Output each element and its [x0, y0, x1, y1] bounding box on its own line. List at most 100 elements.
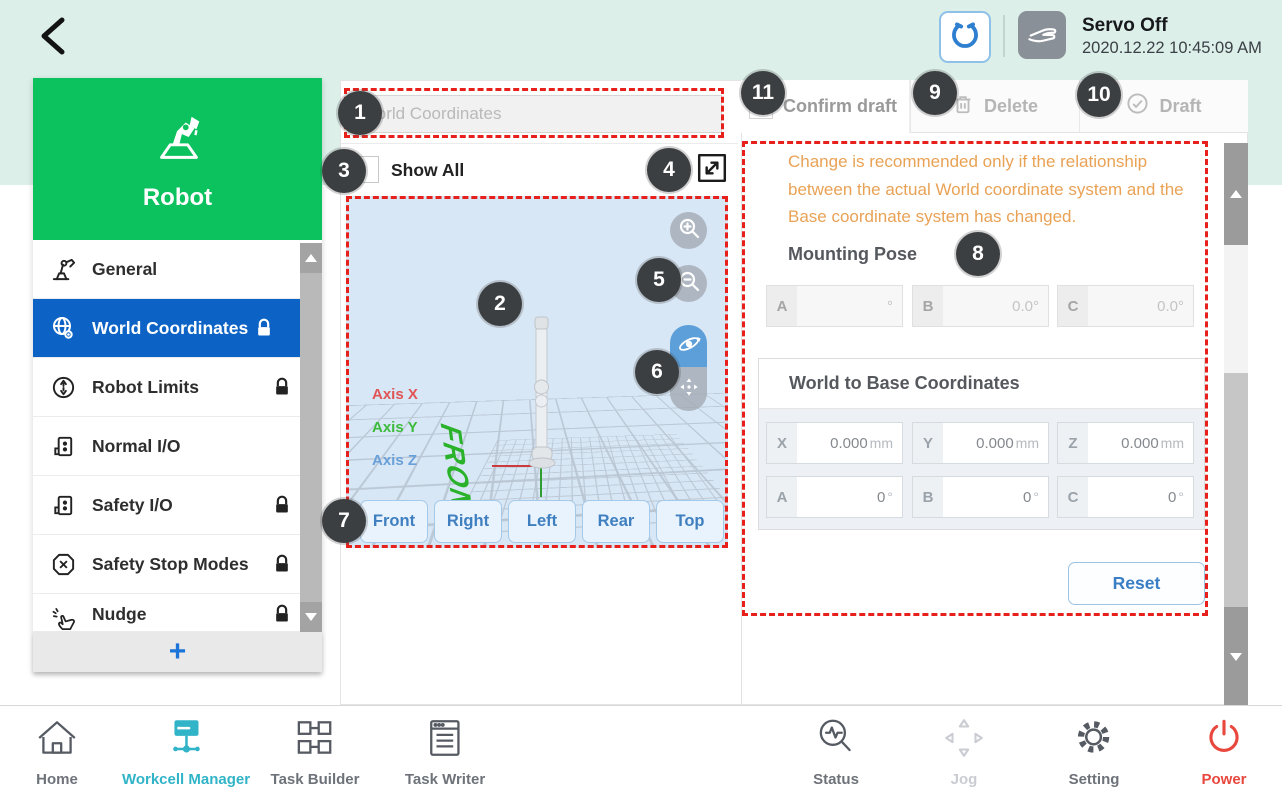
coordinate-name-input[interactable]: [348, 95, 722, 133]
wtb-field-a[interactable]: A 0 °: [766, 476, 903, 518]
nav-task-writer[interactable]: Task Writer: [405, 715, 485, 788]
field-label: A: [767, 477, 797, 517]
field-label: C: [1058, 286, 1088, 326]
sidebar-item-label: Safety I/O: [92, 494, 173, 515]
field-label: B: [913, 477, 943, 517]
servo-hand-button[interactable]: [1018, 11, 1066, 59]
lock-icon: [272, 377, 292, 397]
detail-scrollbar[interactable]: [1224, 143, 1248, 706]
wtb-field-y[interactable]: Y 0.000 mm: [912, 422, 1049, 464]
sidebar-item-normal-io[interactable]: Normal I/O: [33, 417, 300, 476]
field-value: 0.000: [830, 434, 868, 452]
y-axis-line: [540, 467, 542, 497]
axis-x-label: Axis X: [372, 386, 418, 403]
reset-button[interactable]: Reset: [1068, 562, 1205, 605]
scroll-up-button[interactable]: [1224, 143, 1248, 245]
nav-workcell-manager[interactable]: Workcell Manager: [122, 715, 250, 788]
arrow-up-icon: [305, 254, 317, 262]
annotation-9: 9: [913, 71, 957, 115]
sidebar-item-robot-limits[interactable]: Robot Limits: [33, 358, 300, 417]
wtb-field-x[interactable]: X 0.000 mm: [766, 422, 903, 464]
annotation-4: 4: [647, 148, 691, 192]
annotation-10: 10: [1077, 73, 1121, 117]
show-all-label: Show All: [391, 160, 465, 180]
world-to-base-title: World to Base Coordinates: [789, 373, 1020, 393]
sidebar-item-general[interactable]: General: [33, 240, 300, 299]
field-unit: °: [1033, 489, 1039, 505]
mounting-pose-field-a[interactable]: A °: [766, 285, 903, 327]
nav-task-builder[interactable]: Task Builder: [270, 715, 360, 788]
view-right-button[interactable]: Right: [434, 500, 502, 543]
back-button[interactable]: [34, 14, 78, 58]
field-unit: °: [887, 489, 893, 505]
view-left-button[interactable]: Left: [508, 500, 576, 543]
zoom-in-button[interactable]: [670, 212, 707, 249]
annotation-3: 3: [322, 149, 366, 193]
servo-status: Servo Off: [1082, 15, 1168, 36]
sidebar-item-world-coordinates[interactable]: World Coordinates: [33, 299, 300, 358]
trash-icon: [952, 93, 974, 120]
field-label: Y: [913, 423, 943, 463]
nav-status[interactable]: Status: [813, 715, 859, 788]
io-module-icon: [48, 490, 78, 520]
field-unit: °: [1178, 489, 1184, 505]
field-value: 0.0°: [1012, 297, 1039, 315]
scrollbar-thumb[interactable]: [1224, 373, 1248, 607]
nav-power[interactable]: Power: [1201, 715, 1247, 788]
view-front-button[interactable]: Front: [360, 500, 428, 543]
stop-octagon-icon: [48, 549, 78, 579]
nav-jog[interactable]: Jog: [941, 715, 987, 788]
scroll-up-button[interactable]: [300, 243, 322, 273]
world-coordinates-icon: [48, 313, 78, 343]
sidebar-item-label: General: [92, 258, 158, 279]
field-value: 0: [877, 488, 886, 506]
add-workcell-button[interactable]: +: [33, 632, 322, 672]
plus-icon: +: [168, 635, 187, 668]
nav-label: Task Builder: [270, 771, 360, 788]
view-rear-button[interactable]: Rear: [582, 500, 650, 543]
sidebar-item-nudge[interactable]: Nudge: [33, 594, 300, 632]
annotation-1: 1: [338, 91, 382, 135]
field-value: 0.000: [976, 434, 1014, 452]
nav-home[interactable]: Home: [34, 715, 80, 788]
nav-label: Task Writer: [404, 771, 486, 788]
rotate-view-button[interactable]: [670, 325, 707, 367]
pan-arrows-icon: [676, 374, 702, 405]
robot-icon: [147, 107, 209, 174]
wtb-field-z[interactable]: Z 0.000 mm: [1057, 422, 1194, 464]
gear-icon: [1071, 715, 1117, 766]
gripper-tool-button[interactable]: [939, 11, 991, 63]
scroll-down-button[interactable]: [300, 602, 322, 632]
robot-3d-viewer[interactable]: Axis X Axis Y Axis Z FRONT: [346, 196, 728, 548]
back-chevron-icon: [34, 17, 78, 62]
nav-setting[interactable]: Setting: [1069, 715, 1119, 788]
sidebar-item-safety-stop-modes[interactable]: Safety Stop Modes: [33, 535, 300, 594]
sidebar-item-safety-io[interactable]: Safety I/O: [33, 476, 300, 535]
field-unit: mm: [1015, 435, 1039, 451]
sidebar-header-robot[interactable]: Robot: [33, 78, 322, 240]
field-label: B: [913, 286, 943, 326]
lock-icon: [272, 554, 292, 574]
wtb-field-b[interactable]: B 0 °: [912, 476, 1049, 518]
field-value: 0.000: [1121, 434, 1159, 452]
field-value: 0: [1023, 488, 1032, 506]
mounting-pose-field-b[interactable]: B 0.0°: [912, 285, 1049, 327]
sidebar-item-label: Safety Stop Modes: [92, 553, 249, 574]
field-label: X: [767, 423, 797, 463]
expand-viewer-button[interactable]: [696, 152, 728, 184]
field-value: 0.0°: [1157, 297, 1184, 315]
sidebar-item-label: Normal I/O: [92, 435, 181, 456]
workcell-manager-icon: [163, 715, 209, 766]
axis-y-label: Axis Y: [372, 419, 418, 436]
nav-label: Jog: [950, 771, 978, 788]
divider: [341, 143, 738, 144]
expand-icon: [696, 153, 728, 188]
nav-label: Home: [36, 771, 78, 788]
sidebar-scrollbar[interactable]: [300, 243, 322, 632]
field-label: C: [1058, 477, 1088, 517]
scroll-down-button[interactable]: [1224, 607, 1248, 706]
robot-limits-icon: [48, 372, 78, 402]
mounting-pose-field-c[interactable]: C 0.0°: [1057, 285, 1194, 327]
view-top-button[interactable]: Top: [656, 500, 724, 543]
wtb-field-c[interactable]: C 0 °: [1057, 476, 1194, 518]
